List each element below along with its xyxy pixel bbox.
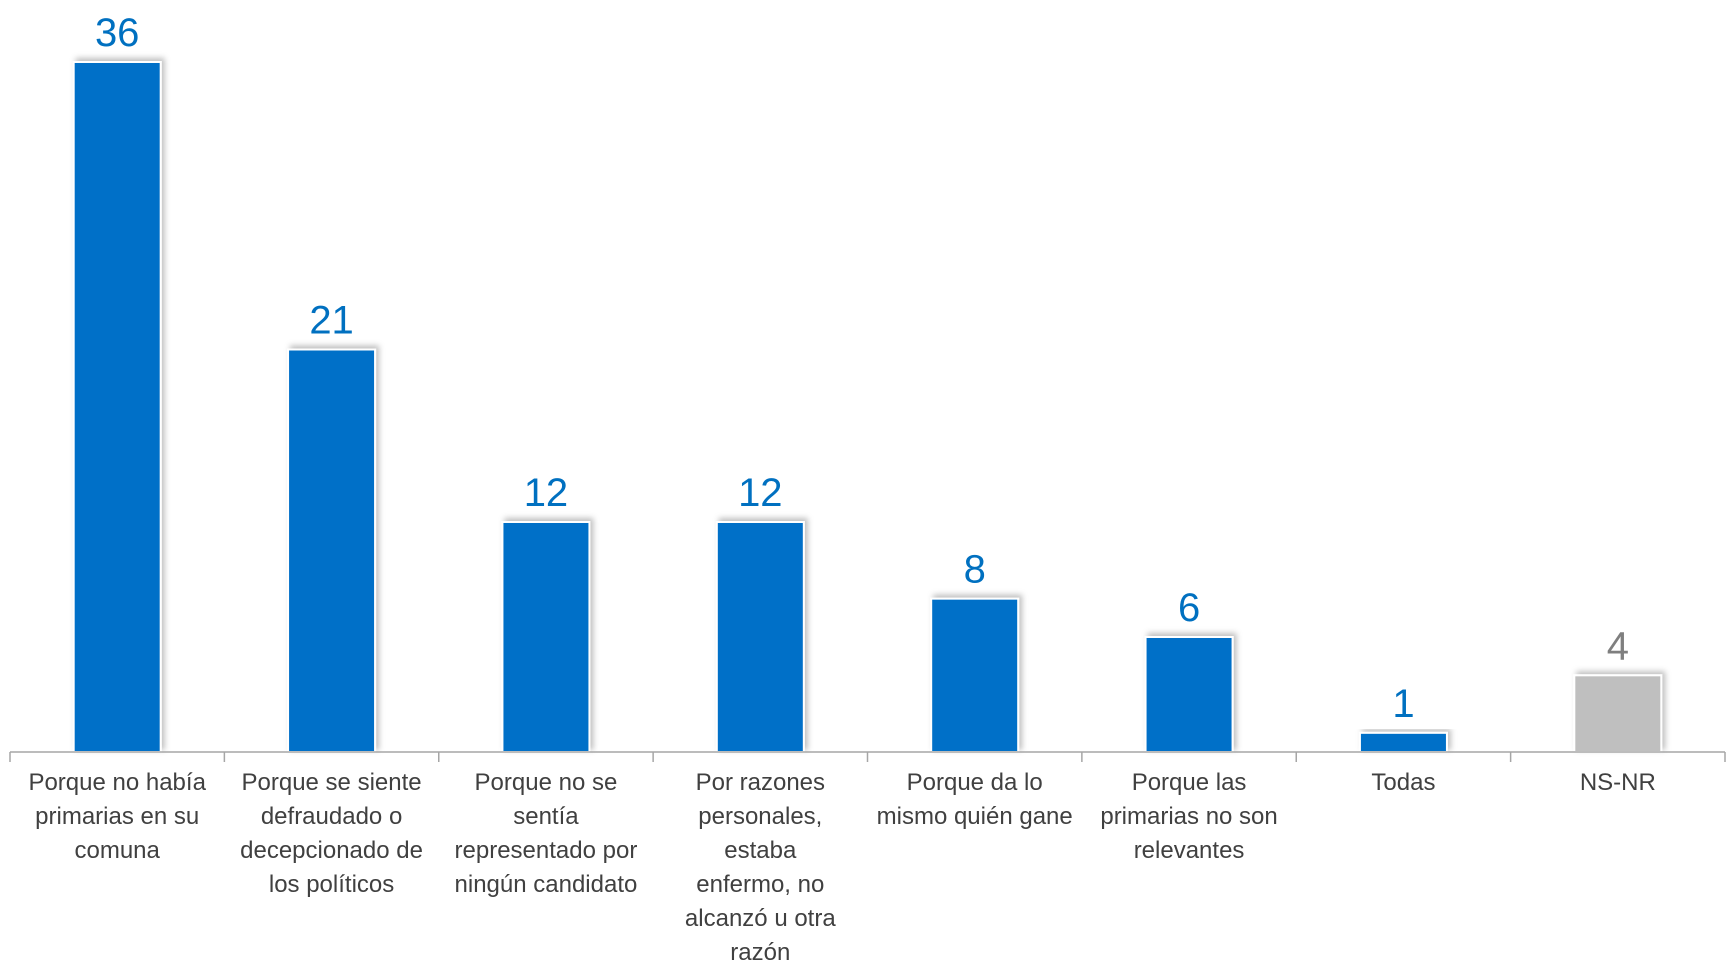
x-axis [9, 751, 1726, 762]
bar-2 [287, 348, 377, 753]
category-label-line: personales, estaba [698, 803, 823, 864]
category-label-line: relevantes [1133, 837, 1245, 864]
category-label-line: NS-NR [1579, 769, 1656, 796]
category-label-line: primarias no son [1100, 803, 1278, 830]
value-label-3: 12 [524, 471, 569, 515]
category-label-line: Porque no había [28, 769, 206, 796]
category-label-line: sentía [513, 803, 579, 830]
value-label-6: 6 [1178, 586, 1200, 630]
category-label-line: Porque se siente [241, 769, 422, 796]
bars-layer [72, 61, 1663, 754]
chart-canvas: 36 21 12 12 8 6 1 4 [9, 11, 1726, 762]
category-label-6: Porque las primarias no son relevantes [1089, 766, 1289, 868]
value-label-5: 8 [964, 548, 986, 592]
value-label-7: 1 [1392, 682, 1414, 726]
category-label-line: razón [730, 939, 791, 966]
bar-3 [501, 521, 591, 753]
category-label-line: alcanzó u otra [684, 905, 836, 932]
category-label-4: Por razones personales, estaba enfermo, no… [660, 766, 860, 970]
category-label-line: Todas [1371, 769, 1436, 796]
category-label-line: ningún candidato [454, 871, 638, 898]
bar-6 [1144, 636, 1234, 753]
category-label-7: Todas [1303, 766, 1503, 800]
category-label-line: representado por [454, 837, 638, 864]
bar-8 [1573, 674, 1663, 753]
bar-7 [1358, 731, 1448, 753]
category-label-line: Por razones [695, 769, 826, 796]
category-label-line: Porque da lo [906, 769, 1043, 796]
category-label-line: Porque no se [474, 769, 618, 796]
category-label-line: comuna [74, 837, 160, 864]
category-label-line: primarias en su [35, 803, 200, 830]
category-label-line: mismo quién gane [876, 803, 1073, 830]
value-label-1: 36 [95, 11, 140, 55]
category-label-8: NS-NR [1518, 766, 1718, 800]
bar-1 [72, 61, 162, 753]
bar-chart: 36 21 12 12 8 6 1 4 Porque no había primarias en… [9, 11, 1726, 966]
bar-5 [930, 597, 1020, 754]
category-label-2: Porque se siente defraudado o decepcionado… [232, 766, 432, 902]
category-label-line: defraudado o [260, 803, 403, 830]
category-label-1: Porque no había primarias en su comuna [17, 766, 217, 868]
category-label-5: Porque da lo mismo quién gane [875, 766, 1075, 834]
category-label-line: enfermo, no [696, 871, 825, 898]
category-label-line: decepcionado de [240, 837, 423, 864]
category-label-line: los políticos [268, 871, 395, 898]
value-label-4: 12 [738, 471, 783, 515]
value-label-8: 4 [1607, 624, 1629, 668]
category-label-line: Porque las [1131, 769, 1247, 796]
bar-4 [715, 521, 805, 753]
value-labels-layer: 36 21 12 12 8 6 1 4 [95, 11, 1629, 726]
value-label-2: 21 [309, 299, 354, 343]
category-label-3: Porque no se sentía representado por ningún… [446, 766, 646, 902]
